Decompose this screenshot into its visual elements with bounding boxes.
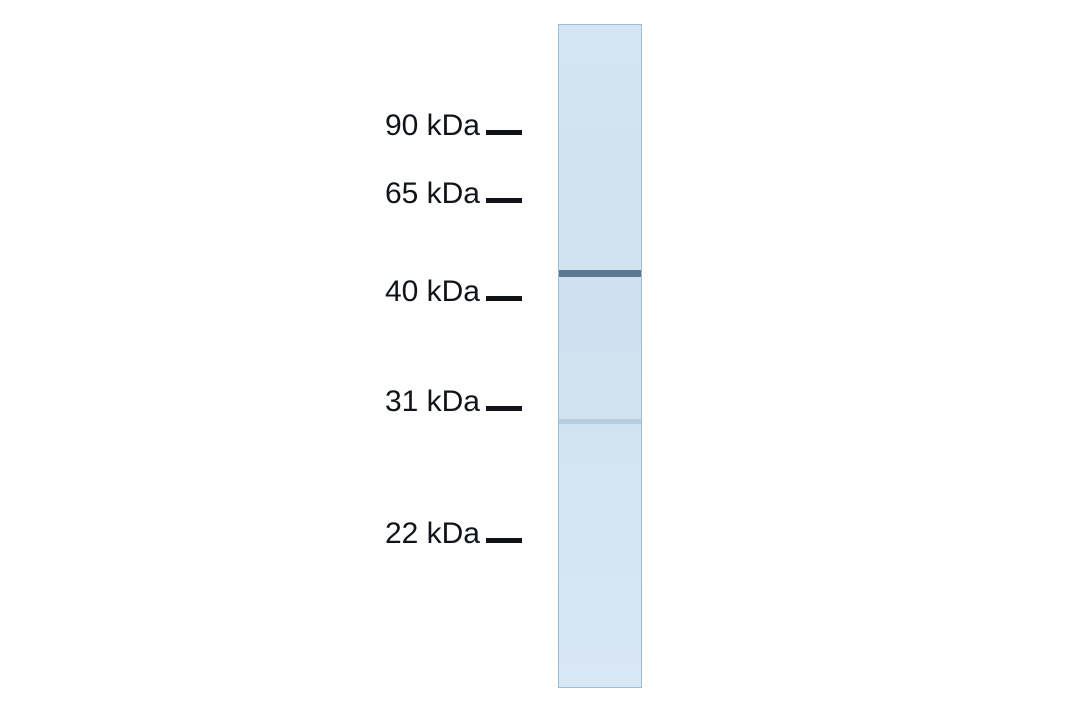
blot-band (559, 419, 641, 424)
blot-lane (558, 24, 642, 688)
mw-marker-tick (486, 198, 522, 203)
blot-figure: 90 kDa 65 kDa 40 kDa 31 kDa 22 kDa (0, 0, 1080, 720)
mw-marker-label: 22 kDa (385, 517, 480, 551)
mw-marker-tick (486, 406, 522, 411)
mw-marker-tick (486, 296, 522, 301)
blot-band (559, 270, 641, 277)
mw-marker-tick (486, 538, 522, 543)
mw-marker-label: 90 kDa (385, 109, 480, 143)
mw-marker-label: 31 kDa (385, 385, 480, 419)
mw-marker-tick (486, 130, 522, 135)
mw-marker-label: 65 kDa (385, 177, 480, 211)
mw-marker-label: 40 kDa (385, 275, 480, 309)
